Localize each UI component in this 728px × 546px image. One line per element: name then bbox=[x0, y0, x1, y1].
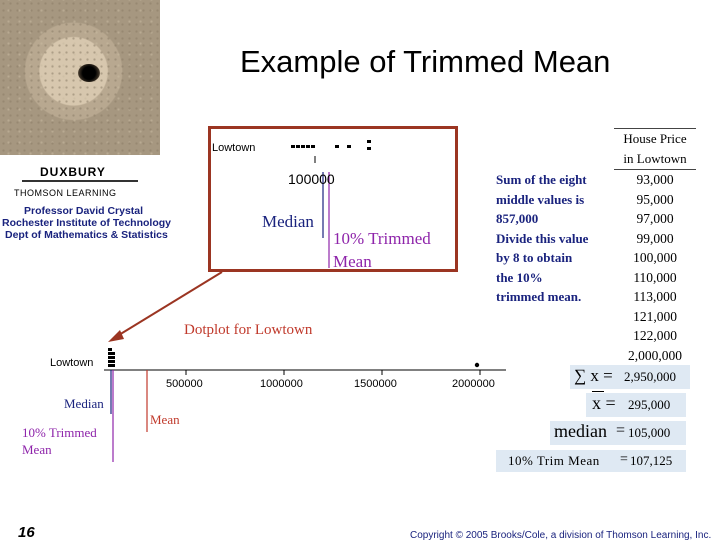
inset-dot bbox=[335, 145, 339, 148]
table-header-line1: House Price bbox=[623, 131, 687, 146]
house-price-table: House Price in Lowtown 93,000 95,000 97,… bbox=[614, 128, 696, 365]
inset-dot bbox=[306, 145, 310, 148]
main-dot bbox=[112, 356, 115, 359]
axis-tick-label: 1000000 bbox=[260, 378, 303, 390]
axis-tick-label: 2000000 bbox=[452, 378, 495, 390]
author-credit: Professor David Crystal bbox=[24, 205, 144, 217]
explanation-line: Sum of the eight bbox=[496, 172, 587, 187]
table-header-line2: in Lowtown bbox=[623, 151, 687, 166]
inset-tick-label: 100000 bbox=[288, 171, 335, 187]
mean-formula: x = 295,000 bbox=[586, 391, 686, 417]
inset-trimmed-label-2: Mean bbox=[333, 252, 372, 271]
explanation-line: 857,000 bbox=[496, 211, 539, 226]
inset-dot bbox=[367, 140, 371, 143]
slide-number: 16 bbox=[18, 524, 35, 541]
table-header: House Price in Lowtown bbox=[614, 128, 696, 170]
sand-photo bbox=[0, 0, 160, 155]
institute-credit: Rochester Institute of Technology bbox=[2, 217, 171, 229]
main-dot bbox=[112, 352, 115, 355]
zoom-inset bbox=[208, 126, 458, 272]
main-dot bbox=[112, 364, 115, 367]
main-dot bbox=[108, 356, 112, 359]
main-row-label: Lowtown bbox=[50, 357, 94, 369]
inset-median-label: Median bbox=[262, 212, 314, 231]
main-trimmed-label-1: 10% Trimmed bbox=[22, 425, 97, 440]
trim-equals: = bbox=[620, 452, 628, 467]
table-row: 113,000 bbox=[633, 289, 677, 304]
main-dot bbox=[108, 360, 112, 363]
inset-dotplot bbox=[291, 140, 371, 268]
burrow-hole bbox=[78, 64, 100, 82]
mean-symbol: x = bbox=[592, 393, 616, 413]
axis-tick-label: 1500000 bbox=[354, 378, 397, 390]
table-row: 93,000 bbox=[636, 172, 674, 187]
slide-title: Example of Trimmed Mean bbox=[240, 44, 611, 79]
main-trimmed-label-2: Mean bbox=[22, 442, 52, 457]
arrow-head-icon bbox=[108, 330, 124, 342]
main-dot bbox=[108, 352, 112, 355]
explanation-line: the 10% bbox=[496, 269, 543, 285]
zoom-connector bbox=[108, 271, 223, 342]
mean-bar bbox=[592, 391, 604, 392]
inset-row-label: Lowtown bbox=[212, 142, 256, 154]
trim-mean-formula: 10% Trim Mean = 107,125 bbox=[496, 450, 686, 472]
median-value: 105,000 bbox=[628, 425, 671, 440]
sum-symbol: ∑ x = bbox=[574, 366, 613, 385]
inset-dot bbox=[311, 145, 315, 148]
dotplot-caption: Dotplot for Lowtown bbox=[184, 322, 313, 338]
logo-divider bbox=[22, 180, 138, 182]
explanation-line: by 8 to obtain bbox=[496, 250, 573, 265]
main-mean-label: Mean bbox=[150, 412, 180, 427]
main-dot bbox=[108, 348, 112, 351]
inset-dot bbox=[367, 147, 371, 150]
sum-formula: ∑ x = 2,950,000 bbox=[570, 365, 690, 389]
table-row: 122,000 bbox=[633, 328, 677, 343]
copyright-text: Copyright © 2005 Brooks/Cole, a division… bbox=[410, 530, 712, 541]
explanation-line: trimmed mean. bbox=[496, 289, 582, 304]
logo-sub: THOMSON LEARNING bbox=[14, 188, 117, 198]
logo-brand: DUXBURY bbox=[40, 165, 106, 179]
main-median-label: Median bbox=[64, 396, 104, 411]
explanation-text: Sum of the eight middle values is 857,00… bbox=[496, 170, 614, 307]
median-label: median bbox=[554, 421, 607, 441]
inset-dot bbox=[296, 145, 300, 148]
dept-credit: Dept of Mathematics & Statistics bbox=[5, 229, 168, 241]
inset-dot bbox=[347, 145, 351, 148]
table-row: 121,000 bbox=[633, 308, 677, 324]
main-dotplot bbox=[104, 348, 506, 462]
median-equals: = bbox=[616, 422, 626, 439]
explanation-line: middle values is bbox=[496, 191, 585, 207]
trim-label: 10% Trim Mean bbox=[508, 453, 600, 468]
table-row: 95,000 bbox=[636, 191, 674, 207]
inset-dot bbox=[301, 145, 305, 148]
main-dot-outlier bbox=[474, 362, 480, 368]
table-row: 97,000 bbox=[636, 211, 674, 226]
sum-value: 2,950,000 bbox=[624, 369, 676, 384]
table-row: 100,000 bbox=[633, 250, 677, 265]
trim-value: 107,125 bbox=[630, 453, 673, 468]
connector-line bbox=[113, 271, 223, 339]
median-formula: median = 105,000 bbox=[550, 421, 686, 445]
mean-value: 295,000 bbox=[628, 397, 671, 412]
table-row: 99,000 bbox=[636, 230, 674, 246]
inset-dot bbox=[291, 145, 295, 148]
table-row: 110,000 bbox=[633, 269, 677, 285]
axis-tick-label: 500000 bbox=[166, 378, 203, 390]
table-row: 2,000,000 bbox=[628, 347, 682, 363]
explanation-line: Divide this value bbox=[496, 230, 589, 246]
inset-trimmed-label-1: 10% Trimmed bbox=[333, 229, 431, 248]
main-dot bbox=[108, 364, 112, 367]
main-dot bbox=[112, 360, 115, 363]
